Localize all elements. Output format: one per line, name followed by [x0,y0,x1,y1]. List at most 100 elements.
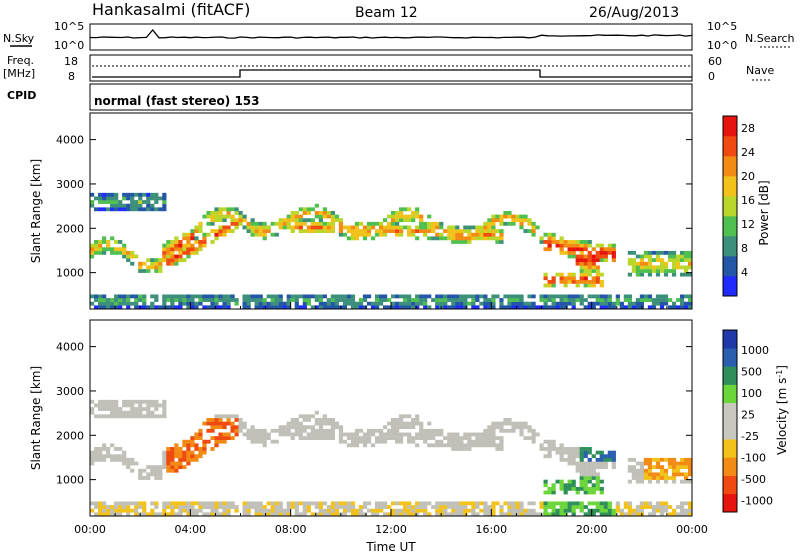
range-time-cell [543,305,548,310]
range-time-cell [411,418,416,422]
range-time-cell [186,243,191,248]
range-time-cell [587,305,592,310]
range-time-cell [334,512,340,517]
range-time-cell [98,447,103,451]
range-time-cell [102,457,107,462]
range-time-cell [559,512,564,517]
range-time-cell [459,301,464,306]
range-time-cell [146,512,151,517]
range-time-cell [306,425,311,430]
range-time-cell [631,508,637,513]
range-time-cell [595,265,600,270]
range-time-cell [222,436,227,440]
range-time-cell [559,272,564,277]
range-time-cell [306,225,311,230]
range-time-cell [643,294,649,299]
range-time-cell [671,465,677,470]
range-time-cell [575,468,580,473]
range-time-cell [114,200,119,204]
colorbar-tick-label: 500 [741,366,762,379]
colorbar-tick-label: 100 [741,387,762,400]
range-time-cell [491,439,496,444]
range-time-cell [230,294,235,299]
range-time-cell [362,501,368,506]
range-time-cell [110,207,115,212]
range-time-cell [547,298,552,302]
range-time-cell [659,305,665,310]
range-time-cell [298,432,303,437]
range-time-cell [350,432,356,437]
range-time-cell [427,305,432,310]
range-time-cell [415,418,420,422]
range-time-cell [411,436,416,440]
range-time-cell [338,229,344,233]
range-time-cell [326,225,331,230]
range-time-cell [543,276,548,281]
range-time-cell [294,501,299,506]
range-time-cell [190,505,195,509]
range-time-cell [443,501,448,506]
range-time-cell [138,476,143,480]
range-time-cell [591,465,596,470]
range-time-cell [242,301,247,306]
range-time-cell [547,240,552,244]
range-time-cell [659,298,665,302]
range-time-cell [234,298,239,302]
range-time-cell [539,240,544,244]
range-time-cell [687,265,693,270]
range-time-cell [415,508,420,513]
range-time-cell [210,428,215,433]
range-time-cell [555,508,560,513]
range-time-cell [158,468,163,473]
range-time-cell [603,465,608,470]
range-time-cell [539,236,544,241]
range-time-cell [146,192,151,197]
range-time-cell [547,490,552,495]
range-time-cell [146,269,151,273]
range-time-cell [539,443,544,448]
range-time-cell [290,421,295,426]
range-time-cell [579,483,584,488]
range-time-cell [378,221,384,226]
range-time-cell [567,247,572,252]
range-time-cell [651,265,657,270]
range-time-cell [599,250,604,255]
range-time-cell [651,250,657,255]
range-time-cell [563,490,568,495]
range-time-cell [342,439,348,444]
range-time-cell [110,512,115,517]
range-time-cell [459,512,464,517]
range-time-cell [186,512,191,517]
range-time-cell [663,298,669,302]
range-time-cell [202,450,207,455]
range-time-cell [162,508,167,513]
range-time-cell [218,425,223,430]
range-time-cell [230,207,235,212]
range-time-cell [210,221,215,226]
range-time-cell [435,305,440,310]
range-time-cell [563,486,568,491]
range-time-cell [166,250,171,255]
range-time-cell [386,225,392,230]
range-time-cell [118,200,123,204]
range-time-cell [198,501,203,506]
range-time-cell [519,501,524,506]
range-time-cell [603,250,608,255]
range-time-cell [318,301,323,306]
range-time-cell [226,414,231,419]
range-time-cell [206,214,211,219]
range-time-cell [102,447,107,451]
range-time-cell [350,236,356,241]
range-time-cell [463,305,468,310]
range-time-cell [643,476,649,480]
range-time-cell [567,450,572,455]
range-time-cell [579,240,584,244]
range-time-cell [483,501,488,506]
range-time-cell [106,192,111,197]
range-time-cell [499,214,504,219]
range-time-cell [170,240,175,244]
range-time-cell [186,505,191,509]
range-time-cell [158,476,163,480]
range-time-cell [627,298,632,302]
range-time-cell [310,229,315,233]
